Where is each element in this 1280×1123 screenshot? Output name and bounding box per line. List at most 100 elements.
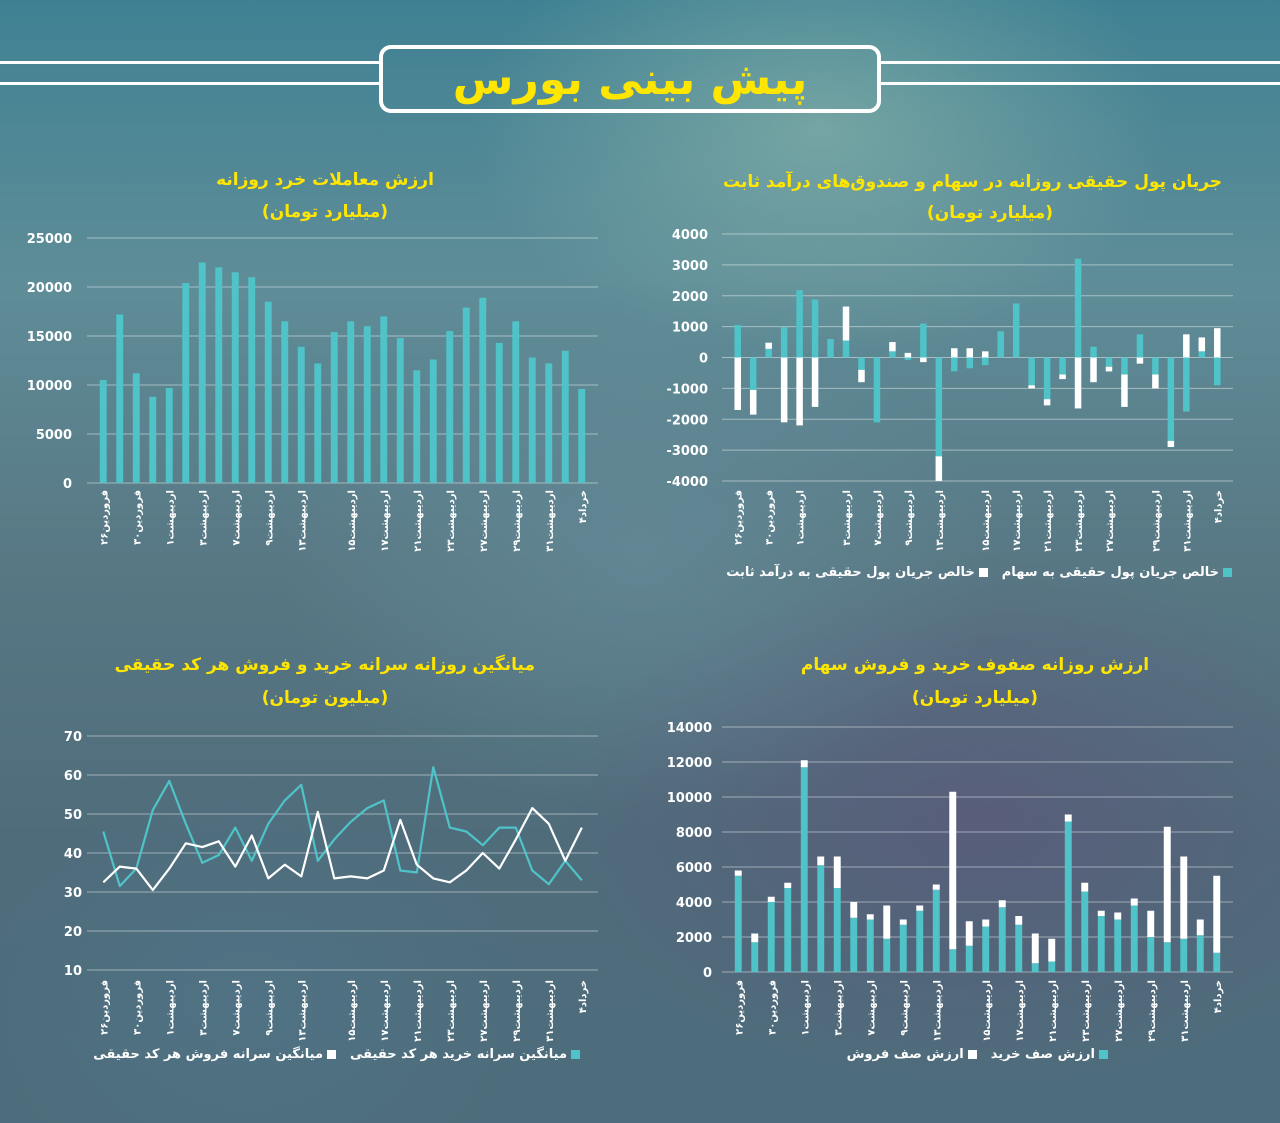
queues-xtick-label: اردیبهشت۲۷ <box>1114 980 1125 1042</box>
flow-xtick-label: فروردین۳۰ <box>765 490 776 545</box>
flow-bar-equity <box>749 357 757 390</box>
queues-bar-buy <box>1147 937 1155 972</box>
retail-ytick-label: 20000 <box>27 281 72 296</box>
flow-bar-equity <box>935 357 943 457</box>
retail-ytick-label: 0 <box>63 477 72 492</box>
flow-ytick-label: -4000 <box>666 475 708 490</box>
chart-flow-subtitle: (میلیارد تومان) <box>926 203 1054 223</box>
retail-bar <box>149 396 157 483</box>
queues-legend-item-sell: ارزش صف فروش <box>847 1047 977 1062</box>
retail-xtick-label: اردیبهشت۱۵ <box>347 490 358 552</box>
flow-xtick-label: اردیبهشت۲۷ <box>1105 490 1116 552</box>
retail-xtick-label: اردیبهشت۱۷ <box>380 490 391 552</box>
flow-ytick-label: -1000 <box>666 382 708 397</box>
queues-bar-sell <box>767 896 775 902</box>
percapita-legend-label-sell: میانگین سرانه فروش هر کد حقیقی <box>93 1047 324 1062</box>
queues-bar-sell <box>1213 875 1221 953</box>
flow-legend-item-fixed: خالص جریان پول حقیقی به درآمد ثابت <box>726 565 988 580</box>
queues-ytick-label: 12000 <box>667 756 712 771</box>
retail-bar <box>330 332 338 483</box>
per_capita-xtick-label: اردیبهشت۳ <box>198 980 209 1036</box>
queues-xtick-label: اردیبهشت۹ <box>899 980 910 1036</box>
retail-bar <box>561 350 569 483</box>
flow-bar-equity <box>1198 351 1206 358</box>
flow-bar-fixed-income <box>811 357 819 407</box>
queues-ytick-label: 14000 <box>667 721 712 736</box>
flow-bar-equity <box>981 357 989 366</box>
queues-bar-buy <box>1031 963 1039 972</box>
queues-bar-buy <box>850 917 858 972</box>
retail-bar <box>528 357 536 483</box>
queues-legend: ارزش صف خرید ارزش صف فروش <box>847 1047 1108 1062</box>
flow-xtick-label: اردیبهشت۷ <box>873 490 884 546</box>
retail-bar <box>165 387 173 483</box>
queues-ytick-label: 6000 <box>676 861 712 876</box>
per_capita-xtick-label: اردیبهشت۱۷ <box>380 980 391 1042</box>
percapita-legend-item-buy: میانگین سرانه خرید هر کد حقیقی <box>350 1047 580 1062</box>
queues-bar-buy <box>1196 935 1204 972</box>
flow-bar-fixed-income <box>842 306 850 341</box>
per_capita-xtick-label: اردیبهشت۷ <box>231 980 242 1036</box>
retail-xtick-label: اردیبهشت۲۹ <box>512 490 523 552</box>
queues-bar-sell <box>866 914 874 920</box>
queues-bar-buy <box>817 865 825 972</box>
queues-bar-buy <box>998 907 1006 972</box>
flow-bar-equity <box>920 323 927 358</box>
queues-bar-buy <box>1064 821 1072 972</box>
flow-bar-equity <box>904 357 912 360</box>
flow-bar-equity <box>889 351 896 358</box>
queues-ytick-label: 4000 <box>676 896 712 911</box>
queues-bar-sell <box>1114 912 1122 920</box>
percapita-line-buy <box>102 766 583 888</box>
percapita-legend: میانگین سرانه خرید هر کد حقیقی میانگین س… <box>93 1047 580 1062</box>
flow-bar-equity <box>873 357 881 423</box>
queues-bar-sell <box>751 933 759 943</box>
retail-xtick-label: اردیبهشت۱ <box>165 490 176 546</box>
queues-bar-buy <box>1097 916 1105 972</box>
queues-bar-buy <box>899 924 907 972</box>
flow-bar-equity <box>1167 357 1175 441</box>
flow-ytick-label: 2000 <box>672 290 708 305</box>
flow-bar-fixed-income <box>1198 337 1206 352</box>
flow-bar-equity <box>1043 357 1051 400</box>
flow-ytick-label: 4000 <box>672 228 708 243</box>
queues-bar-sell <box>1064 814 1072 822</box>
flow-xtick-label: اردیبهشت۳ <box>842 490 853 546</box>
queues-bar-buy <box>1015 924 1023 972</box>
header-line-left-2 <box>0 82 379 85</box>
queues-xtick-label: اردیبهشت۷ <box>866 980 877 1036</box>
per_capita-xtick-label: اردیبهشت۲۷ <box>479 980 490 1042</box>
retail-bar <box>264 301 272 483</box>
retail-ytick-label: 10000 <box>27 379 72 394</box>
queues-xtick-label: اردیبهشت۳ <box>833 980 844 1036</box>
page-title: پیش بینی بورس <box>452 53 808 105</box>
flow-bar-equity <box>1105 357 1113 367</box>
percapita-legend-label-buy: میانگین سرانه خرید هر کد حقیقی <box>350 1047 567 1062</box>
retail-ytick-label: 25000 <box>27 232 72 247</box>
flow-legend: خالص جریان پول حقیقی به سهام خالص جریان … <box>726 565 1232 580</box>
flow-bar-equity <box>1074 258 1082 358</box>
retail-bar <box>248 277 256 483</box>
flow-xtick-label: اردیبهشت۱۳ <box>935 490 946 552</box>
queues-bar-buy <box>767 902 775 972</box>
queues-bar-buy <box>866 919 874 972</box>
queues-bar-sell <box>1163 826 1171 943</box>
queues-bar-buy <box>734 875 742 972</box>
retail-bar <box>116 314 124 483</box>
queues-bar-buy <box>982 926 990 972</box>
flow-bar-equity <box>1059 357 1066 375</box>
per_capita-xtick-label: اردیبهشت۱۳ <box>297 980 308 1042</box>
queues-legend-label-sell: ارزش صف فروش <box>846 1047 964 1062</box>
flow-xtick-label: اردیبهشت۱۵ <box>981 490 992 552</box>
per_capita-ytick-label: 20 <box>64 925 82 940</box>
queues-bar-buy <box>1081 891 1089 972</box>
flow-legend-label-fixed: خالص جریان پول حقیقی به درآمد ثابت <box>726 565 975 580</box>
flow-bar-fixed-income <box>1028 385 1035 389</box>
queues-bar-sell <box>800 760 808 768</box>
retail-bar <box>479 297 487 483</box>
flow-xtick-label: اردیبهشت۹ <box>904 490 915 546</box>
queues-bar-sell <box>932 884 940 890</box>
queues-bar-buy <box>916 910 924 972</box>
flow-bar-equity <box>1183 357 1190 412</box>
